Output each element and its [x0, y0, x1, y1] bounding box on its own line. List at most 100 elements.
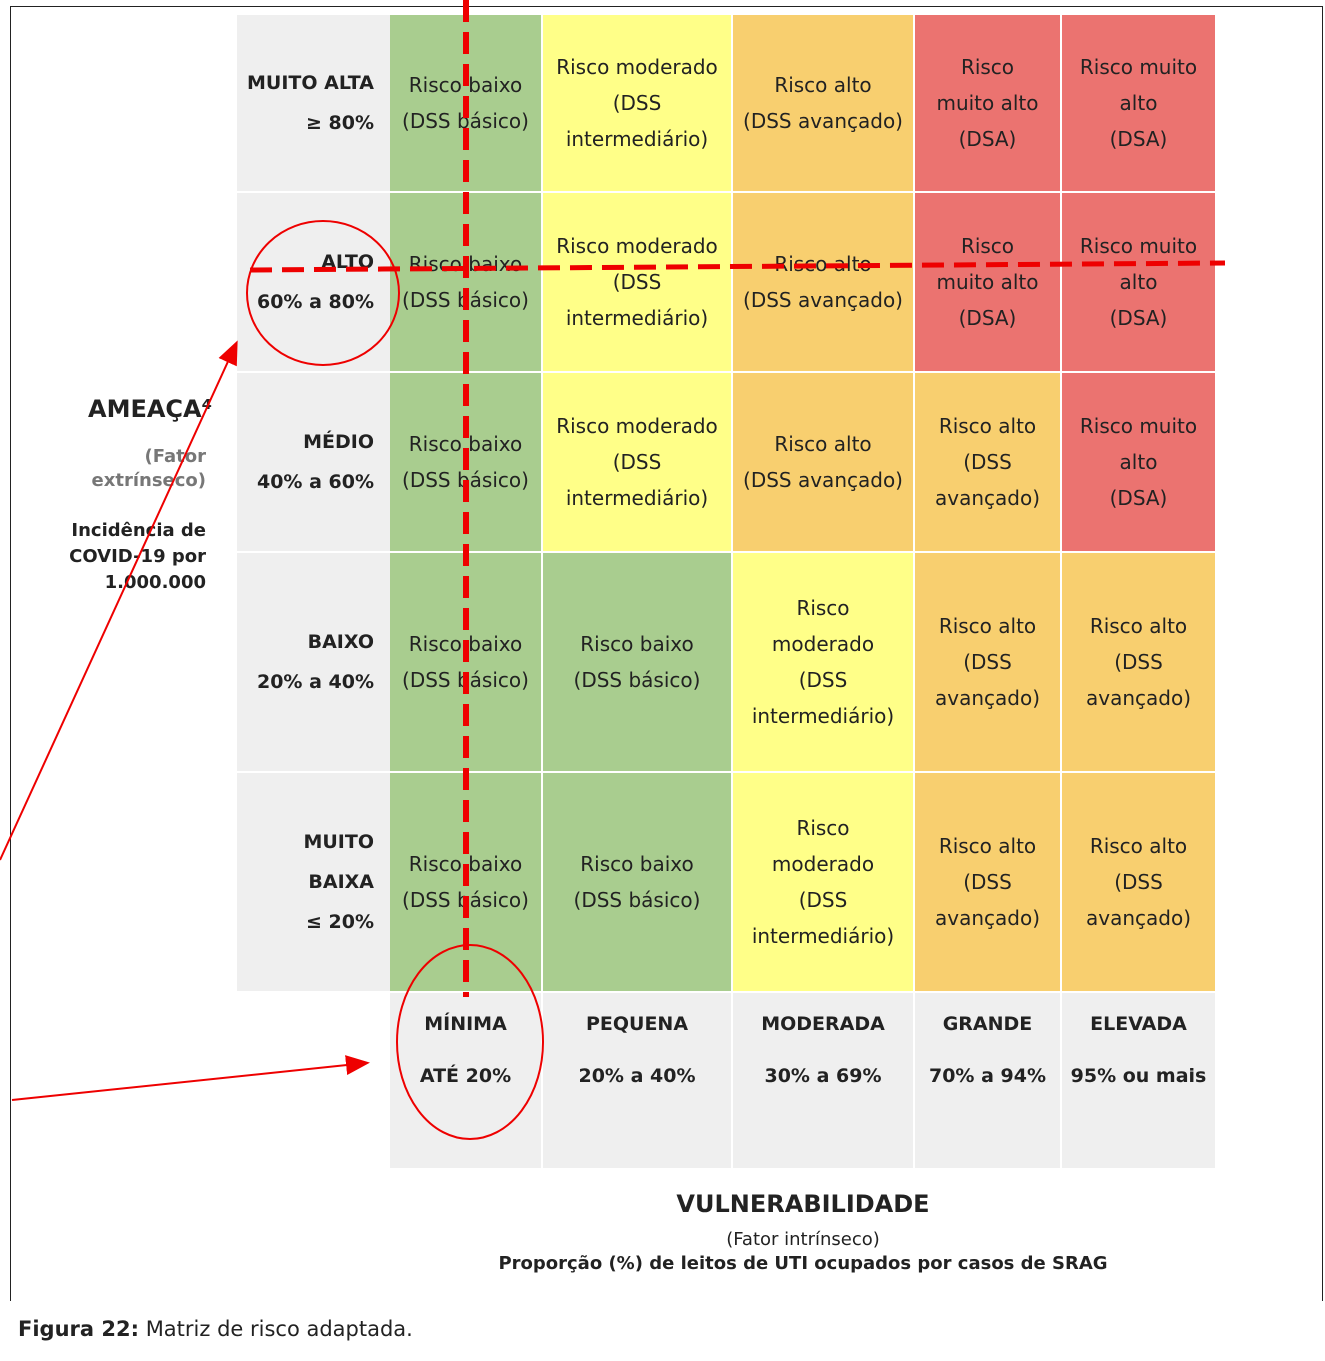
- column-label-line: MÍNIMA: [424, 1013, 507, 1035]
- cell-line: (DSS: [963, 450, 1012, 474]
- cell-line: Risco baixo: [580, 852, 694, 876]
- frame: [10, 6, 1323, 1301]
- arrow: [0, 340, 238, 861]
- cell-line: (DSA): [1109, 127, 1168, 151]
- cell-line: moderado: [771, 632, 875, 656]
- cell-line: (DSA): [958, 127, 1017, 151]
- risk-cell: Risco alto (DSS avançado): [733, 373, 915, 553]
- column-label-line: ELEVADA: [1090, 1013, 1187, 1035]
- row-label-line: MUITO: [303, 831, 374, 853]
- cell-line: Risco moderado: [556, 55, 718, 79]
- cell-line: Risco alto: [774, 73, 872, 97]
- column-label-line: 95% ou mais: [1070, 1065, 1207, 1087]
- risk-cell: Risco muito alto (DSA): [915, 193, 1062, 373]
- risk-cell: Risco baixo (DSS básico): [543, 773, 733, 993]
- cell-line: (DSS: [612, 270, 662, 294]
- cell-line: (DSS: [798, 888, 848, 912]
- risk-cell: Risco alto (DSS avançado): [915, 553, 1062, 773]
- row-label-line: 60% a 80%: [256, 291, 374, 313]
- cell-line: (DSS: [1114, 650, 1163, 674]
- cell-line: Risco alto: [774, 432, 872, 456]
- cell-line: (DSS avançado): [743, 468, 903, 492]
- cell-line: muito alto: [936, 270, 1039, 294]
- cell-line: (DSA): [1109, 306, 1168, 330]
- cell-line: (DSA): [1109, 486, 1168, 510]
- cell-line: Risco: [960, 234, 1015, 258]
- risk-cell: Risco muito alto (DSA): [1062, 15, 1217, 193]
- cell-line: Risco moderado: [556, 414, 718, 438]
- row-label-line: MUITO ALTA: [247, 72, 374, 94]
- column-label-line: 70% a 94%: [928, 1065, 1046, 1087]
- cell-line: alto: [1119, 270, 1158, 294]
- risk-cell: Risco moderado (DSS intermediário): [733, 553, 915, 773]
- cell-line: Risco muito: [1079, 234, 1198, 258]
- cell-line: (DSS: [963, 870, 1012, 894]
- risk-cell: Risco moderado (DSS intermediário): [543, 193, 733, 373]
- row-label: MUITO ALTA ≥ 80%: [237, 15, 390, 193]
- cell-line: (DSS: [963, 650, 1012, 674]
- column-label: GRANDE 70% a 94%: [915, 993, 1062, 1168]
- cell-line: avançado): [934, 686, 1040, 710]
- row-label: MUITO BAIXA ≤ 20%: [237, 773, 390, 993]
- dashed-horizontal: [249, 260, 1226, 273]
- caption-text: Matriz de risco adaptada.: [145, 1317, 413, 1341]
- column-label-line: PEQUENA: [585, 1013, 689, 1035]
- cell-line: Risco alto: [1089, 614, 1188, 638]
- row-label-line: 40% a 60%: [256, 471, 374, 493]
- risk-cell: Risco moderado (DSS intermediário): [543, 373, 733, 553]
- cell-line: (DSS: [612, 450, 662, 474]
- cell-line: Risco baixo: [580, 632, 694, 656]
- caption-label: Figura 22:: [18, 1317, 139, 1341]
- risk-cell: Risco alto (DSS avançado): [915, 773, 1062, 993]
- cell-line: intermediário): [751, 704, 895, 728]
- row-label-line: ≤ 20%: [305, 911, 374, 933]
- cell-line: alto: [1119, 450, 1158, 474]
- column-label: ELEVADA 95% ou mais: [1062, 993, 1217, 1168]
- caption: Figura 22: Matriz de risco adaptada.: [18, 1317, 413, 1341]
- row-label-line: BAIXA: [308, 871, 374, 893]
- cell-line: intermediário): [565, 486, 709, 510]
- cell-line: (DSS: [612, 91, 662, 115]
- risk-cell: Risco alto (DSS avançado): [733, 193, 915, 373]
- cell-line: Risco muito: [1079, 414, 1198, 438]
- circle-column: [396, 944, 544, 1140]
- cell-line: muito alto: [936, 91, 1039, 115]
- risk-cell: Risco alto (DSS avançado): [1062, 773, 1217, 993]
- cell-line: intermediário): [565, 306, 709, 330]
- cell-line: intermediário): [565, 127, 709, 151]
- cell-line: avançado): [934, 906, 1040, 930]
- cell-line: Risco alto: [1089, 834, 1188, 858]
- risk-cell: Risco muito alto (DSA): [915, 15, 1062, 193]
- cell-line: (DSS avançado): [743, 288, 903, 312]
- risk-cell: Risco baixo (DSS básico): [543, 553, 733, 773]
- cell-line: Risco alto: [938, 834, 1037, 858]
- cell-line: avançado): [1085, 906, 1191, 930]
- cell-line: (DSS básico): [573, 668, 701, 692]
- risk-cell: Risco alto (DSS avançado): [733, 15, 915, 193]
- column-label-line: ATÉ 20%: [419, 1065, 512, 1087]
- cell-line: (DSS: [1114, 870, 1163, 894]
- row-label: ALTO 60% a 80%: [237, 193, 390, 373]
- column-label-line: 30% a 69%: [764, 1065, 882, 1087]
- cell-line: Risco muito: [1079, 55, 1198, 79]
- column-label: PEQUENA 20% a 40%: [543, 993, 733, 1168]
- cell-line: intermediário): [751, 924, 895, 948]
- cell-line: moderado: [771, 852, 875, 876]
- row-label-line: MÉDIO: [303, 431, 374, 453]
- arrow: [11, 1055, 370, 1101]
- cell-line: (DSS: [798, 668, 848, 692]
- cell-line: avançado): [1085, 686, 1191, 710]
- column-label: MODERADA 30% a 69%: [733, 993, 915, 1168]
- row-label-line: 20% a 40%: [256, 671, 374, 693]
- x-axis-description: Proporção (%) de leitos de UTI ocupados …: [498, 1253, 1108, 1274]
- cell-line: Risco: [796, 816, 850, 840]
- cell-line: Risco alto: [938, 414, 1037, 438]
- cell-line: (DSS básico): [573, 888, 701, 912]
- row-label-line: ≥ 80%: [305, 112, 374, 134]
- cell-line: Risco alto: [938, 614, 1037, 638]
- row-label-line: BAIXO: [307, 631, 374, 653]
- x-axis-title: VULNERABILIDADE: [676, 1190, 930, 1218]
- x-axis-subtitle: (Fator intrínseco): [726, 1229, 880, 1250]
